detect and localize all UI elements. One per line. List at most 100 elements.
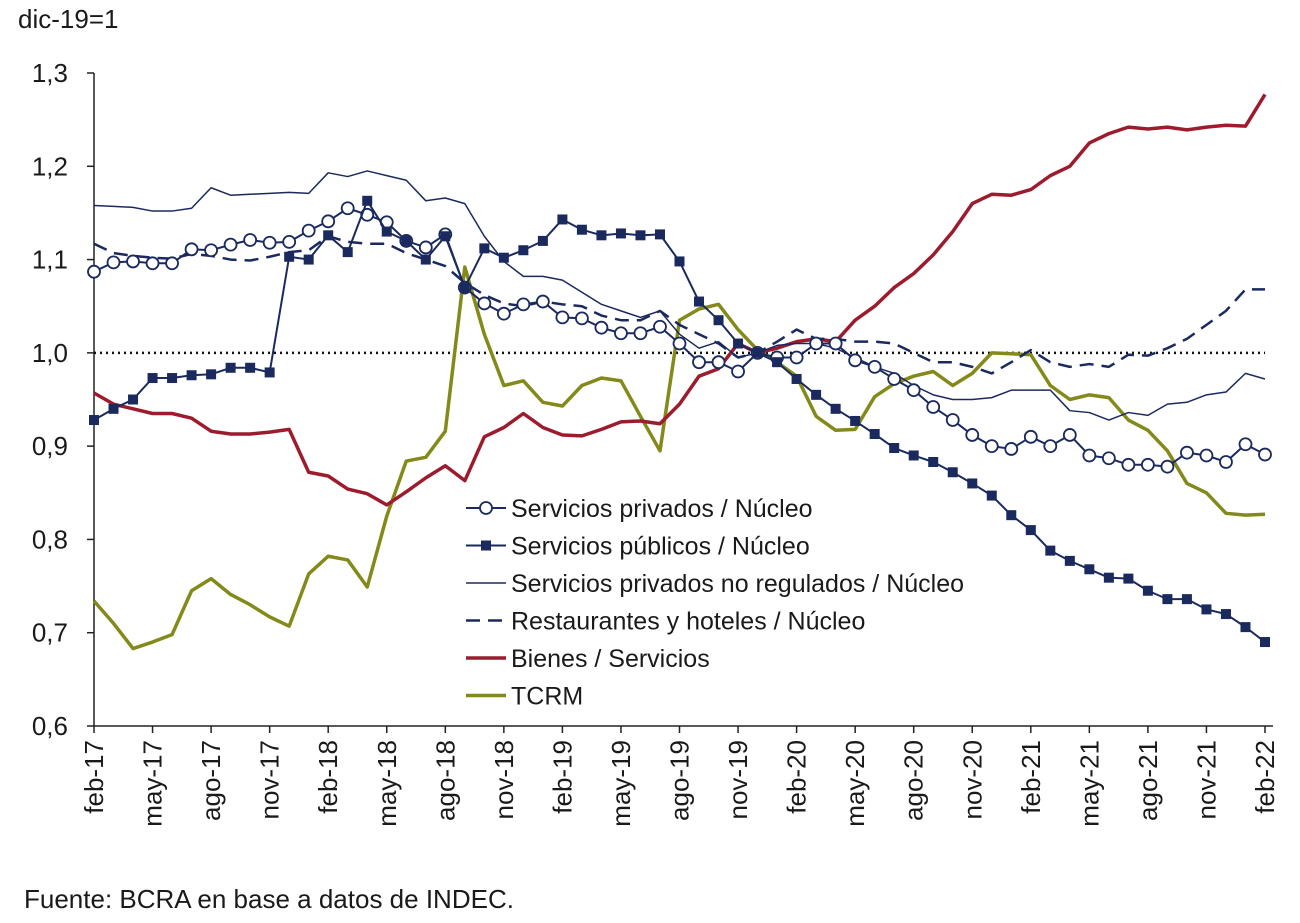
legend-label: Servicios públicos / Núcleo xyxy=(511,533,810,561)
marker xyxy=(830,403,841,414)
marker xyxy=(653,319,667,334)
x-tick-label: may-21 xyxy=(1074,740,1104,827)
marker xyxy=(420,254,431,265)
marker xyxy=(654,229,665,240)
x-tick-label: may-18 xyxy=(372,740,402,827)
source-note: Fuente: BCRA en base a datos de INDEC. xyxy=(24,884,514,914)
marker xyxy=(165,256,179,271)
marker xyxy=(1238,437,1253,452)
marker xyxy=(147,373,158,384)
marker xyxy=(128,394,139,405)
marker xyxy=(496,306,511,321)
marker xyxy=(828,336,843,351)
series-line xyxy=(92,265,1266,651)
marker xyxy=(1045,545,1056,556)
marker xyxy=(1162,594,1173,605)
marker xyxy=(926,400,941,414)
marker xyxy=(789,350,804,365)
x-tick-label: may-19 xyxy=(606,740,636,827)
marker xyxy=(459,282,470,293)
marker xyxy=(615,228,626,239)
marker xyxy=(906,383,921,398)
marker xyxy=(967,478,978,489)
marker xyxy=(87,264,101,279)
x-tick-label: may-17 xyxy=(138,740,168,827)
y-tick-label: 0,6 xyxy=(32,711,68,741)
legend-label: Servicios privados no regulados / Núcleo xyxy=(511,570,964,598)
x-tick-label: feb-18 xyxy=(313,740,343,814)
marker xyxy=(323,230,334,241)
marker xyxy=(1219,455,1233,469)
marker xyxy=(301,223,316,238)
marker xyxy=(791,373,802,384)
marker xyxy=(1180,445,1194,460)
marker xyxy=(809,336,824,351)
marker xyxy=(1004,442,1019,456)
marker xyxy=(321,214,336,229)
x-tick-label: feb-22 xyxy=(1250,740,1280,814)
marker xyxy=(206,369,217,380)
x-tick-label: ago-17 xyxy=(196,740,226,821)
marker xyxy=(752,347,763,358)
marker xyxy=(1025,525,1036,536)
marker xyxy=(1023,429,1038,444)
x-tick-label: nov-19 xyxy=(723,740,753,820)
marker xyxy=(848,353,863,368)
marker xyxy=(672,336,687,351)
series-line xyxy=(93,93,1267,507)
marker xyxy=(635,230,646,241)
x-tick-label: ago-20 xyxy=(899,740,929,821)
x-tick-label: ago-19 xyxy=(665,740,695,821)
marker xyxy=(477,296,492,311)
x-tick-label: nov-17 xyxy=(255,740,285,820)
marker xyxy=(557,214,568,225)
marker xyxy=(947,467,958,478)
marker xyxy=(108,403,119,414)
marker xyxy=(850,415,861,426)
x-tick-label: nov-18 xyxy=(489,740,519,820)
marker xyxy=(674,256,685,267)
marker xyxy=(811,389,822,400)
series-line xyxy=(93,170,1266,421)
y-tick-label: 0,9 xyxy=(32,431,68,461)
marker xyxy=(106,255,121,270)
x-tick-label: feb-19 xyxy=(547,740,577,814)
x-tick-label: feb-17 xyxy=(79,740,109,814)
x-tick-label: nov-21 xyxy=(1191,740,1221,820)
marker xyxy=(986,490,997,501)
x-tick-label: may-20 xyxy=(840,740,870,827)
marker xyxy=(1082,448,1097,463)
marker xyxy=(1006,510,1017,521)
marker xyxy=(633,326,648,341)
marker xyxy=(1103,572,1114,583)
marker xyxy=(965,428,980,442)
marker xyxy=(733,338,744,349)
marker xyxy=(575,311,589,326)
marker xyxy=(614,326,628,341)
marker xyxy=(401,235,412,246)
y-tick-label: 1,0 xyxy=(32,338,68,368)
marker xyxy=(145,256,160,271)
marker xyxy=(1043,439,1058,454)
marker xyxy=(1064,555,1075,566)
marker xyxy=(342,247,353,258)
marker xyxy=(262,235,277,250)
marker xyxy=(1199,448,1214,463)
marker xyxy=(908,450,919,461)
marker xyxy=(1160,459,1175,474)
legend-label: Restaurantes y hoteles / Núcleo xyxy=(511,608,865,636)
marker xyxy=(945,413,960,427)
marker xyxy=(184,242,199,257)
marker xyxy=(772,357,783,368)
legend-marker xyxy=(481,540,491,551)
marker xyxy=(223,237,238,252)
marker xyxy=(1101,451,1116,466)
series xyxy=(87,201,1272,474)
y-tick-label: 0,7 xyxy=(32,618,68,648)
y-tick-label: 1,1 xyxy=(32,245,68,275)
series xyxy=(93,170,1266,421)
legend-label: TCRM xyxy=(511,683,583,711)
legend-label: Servicios privados / Núcleo xyxy=(511,495,813,523)
x-tick-label: feb-20 xyxy=(782,740,812,814)
